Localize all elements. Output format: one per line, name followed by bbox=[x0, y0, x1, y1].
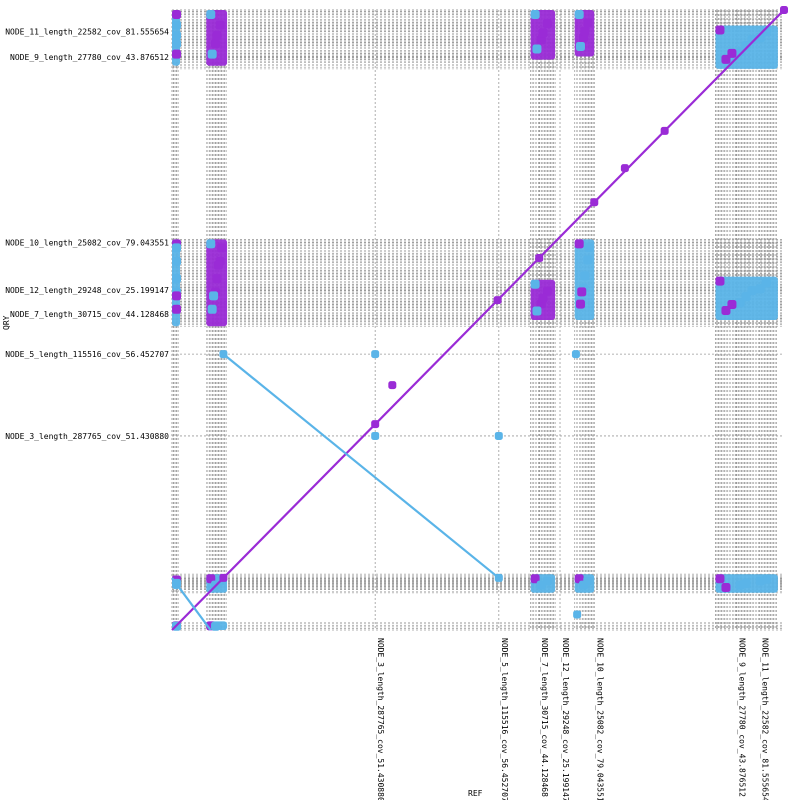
x-axis-title: REF bbox=[468, 789, 483, 798]
alignment-dot bbox=[574, 10, 584, 19]
alignment-dot bbox=[530, 10, 540, 19]
alignment-dot bbox=[575, 299, 585, 309]
alignment-dot bbox=[577, 287, 587, 297]
x-tick-label: NODE_10_length_25082_cov_79.043551 bbox=[595, 638, 604, 800]
alignment-dot bbox=[211, 39, 221, 49]
alignment-dot bbox=[213, 260, 223, 270]
alignment-point bbox=[371, 431, 380, 440]
y-tick-label: NODE_3_length_287765_cov_51.430880 bbox=[5, 432, 169, 441]
alignment-dot bbox=[172, 20, 181, 30]
alignment-point bbox=[494, 573, 503, 582]
alignment-point bbox=[494, 431, 503, 440]
x-tick-label: NODE_7_length_30715_cov_44.128468 bbox=[540, 638, 549, 797]
alignment-dot bbox=[530, 279, 540, 289]
alignment-dot bbox=[536, 35, 546, 45]
alignment-dot bbox=[761, 574, 771, 584]
alignment-dot bbox=[532, 44, 542, 54]
alignment-dot bbox=[217, 243, 227, 253]
alignment-point bbox=[219, 350, 228, 359]
alignment-dot bbox=[715, 25, 725, 35]
alignment-point bbox=[573, 610, 582, 619]
alignment-dot bbox=[542, 286, 552, 296]
alignment-dot bbox=[172, 31, 181, 41]
y-tick-label: NODE_5_length_115516_cov_56.452707 bbox=[5, 350, 169, 359]
alignment-dot bbox=[583, 576, 593, 586]
alignment-segment bbox=[222, 353, 500, 579]
alignment-point bbox=[571, 350, 580, 359]
y-tick-label: NODE_7_length_30715_cov_44.128468 bbox=[10, 310, 169, 319]
y-axis-title: QRY bbox=[2, 315, 11, 330]
x-tick-label: NODE_11_length_22582_cov_81.555654 bbox=[761, 638, 770, 800]
y-tick-label: NODE_9_length_27780_cov_43.876512 bbox=[10, 53, 169, 62]
alignment-dot bbox=[715, 276, 725, 286]
alignment-dot bbox=[206, 10, 216, 19]
alignment-dot bbox=[727, 48, 737, 58]
x-tick-labels: NODE_3_length_287765_cov_51.430880 NODE_5… bbox=[376, 638, 769, 800]
x-tick-label: NODE_5_length_115516_cov_56.452707 bbox=[500, 638, 509, 800]
alignment-segments bbox=[171, 9, 785, 631]
alignment-segment bbox=[171, 577, 212, 631]
alignment-dot bbox=[207, 304, 217, 314]
alignment-dot bbox=[215, 20, 225, 30]
alignment-dot bbox=[584, 243, 594, 253]
alignment-dot bbox=[761, 278, 771, 288]
alignment-dot bbox=[747, 35, 757, 45]
horizontal-grid-lines bbox=[172, 9, 784, 631]
alignment-dot bbox=[212, 31, 222, 41]
alignment-dot bbox=[583, 18, 593, 28]
x-tick-label: NODE_12_length_29248_cov_25.199147 bbox=[561, 638, 570, 800]
alignment-dot bbox=[538, 28, 548, 38]
alignment-dot bbox=[583, 255, 593, 265]
alignment-dot bbox=[172, 256, 181, 266]
alignment-point bbox=[388, 381, 397, 390]
alignment-point bbox=[493, 296, 502, 305]
alignment-dot bbox=[172, 291, 181, 301]
x-tick-label: NODE_3_length_287765_cov_51.430880 bbox=[376, 638, 385, 800]
alignment-dot bbox=[574, 239, 584, 249]
alignment-point bbox=[371, 420, 380, 429]
alignment-point bbox=[780, 6, 788, 14]
alignment-dot bbox=[530, 574, 540, 584]
alignment-dot bbox=[575, 41, 585, 51]
alignment-dot bbox=[172, 274, 181, 284]
alignment-dot bbox=[172, 243, 181, 253]
alignment-point bbox=[371, 350, 380, 359]
alignment-dot bbox=[715, 574, 725, 584]
alignment-point bbox=[219, 573, 228, 582]
alignment-dot bbox=[209, 291, 219, 301]
y-tick-labels: NODE_11_length_22582_cov_81.555654 NODE_9… bbox=[5, 28, 169, 441]
alignment-dot bbox=[741, 578, 751, 588]
alignment-dot bbox=[580, 271, 590, 281]
alignment-dot bbox=[747, 286, 757, 296]
alignment-dot bbox=[580, 26, 590, 36]
alignment-dot bbox=[542, 19, 552, 29]
alignment-dot bbox=[207, 49, 217, 59]
alignment-point bbox=[590, 198, 599, 207]
alignment-dot bbox=[212, 274, 222, 284]
alignment-dot bbox=[538, 293, 548, 303]
alignment-dot bbox=[172, 10, 181, 19]
alignment-segment bbox=[171, 9, 785, 631]
alignment-dot bbox=[542, 576, 552, 586]
alignment-dot bbox=[211, 621, 221, 631]
alignment-point bbox=[620, 164, 629, 173]
alignment-dot bbox=[172, 49, 181, 59]
alignment-dot bbox=[172, 39, 181, 49]
alignment-point bbox=[660, 126, 669, 135]
alignment-dot bbox=[206, 239, 216, 249]
alignment-dot bbox=[172, 304, 181, 314]
alignment-points bbox=[219, 6, 788, 619]
alignment-dot bbox=[727, 299, 737, 309]
alignment-dot bbox=[721, 582, 731, 592]
alignment-point bbox=[535, 254, 544, 262]
y-tick-label: NODE_10_length_25082_cov_79.043551 bbox=[5, 239, 169, 248]
y-tick-label: NODE_11_length_22582_cov_81.555654 bbox=[5, 28, 169, 37]
alignment-dot bbox=[532, 306, 542, 316]
x-tick-label: NODE_9_length_27780_cov_43.876512 bbox=[737, 638, 746, 797]
y-tick-label: NODE_12_length_29248_cov_25.199147 bbox=[5, 286, 169, 295]
